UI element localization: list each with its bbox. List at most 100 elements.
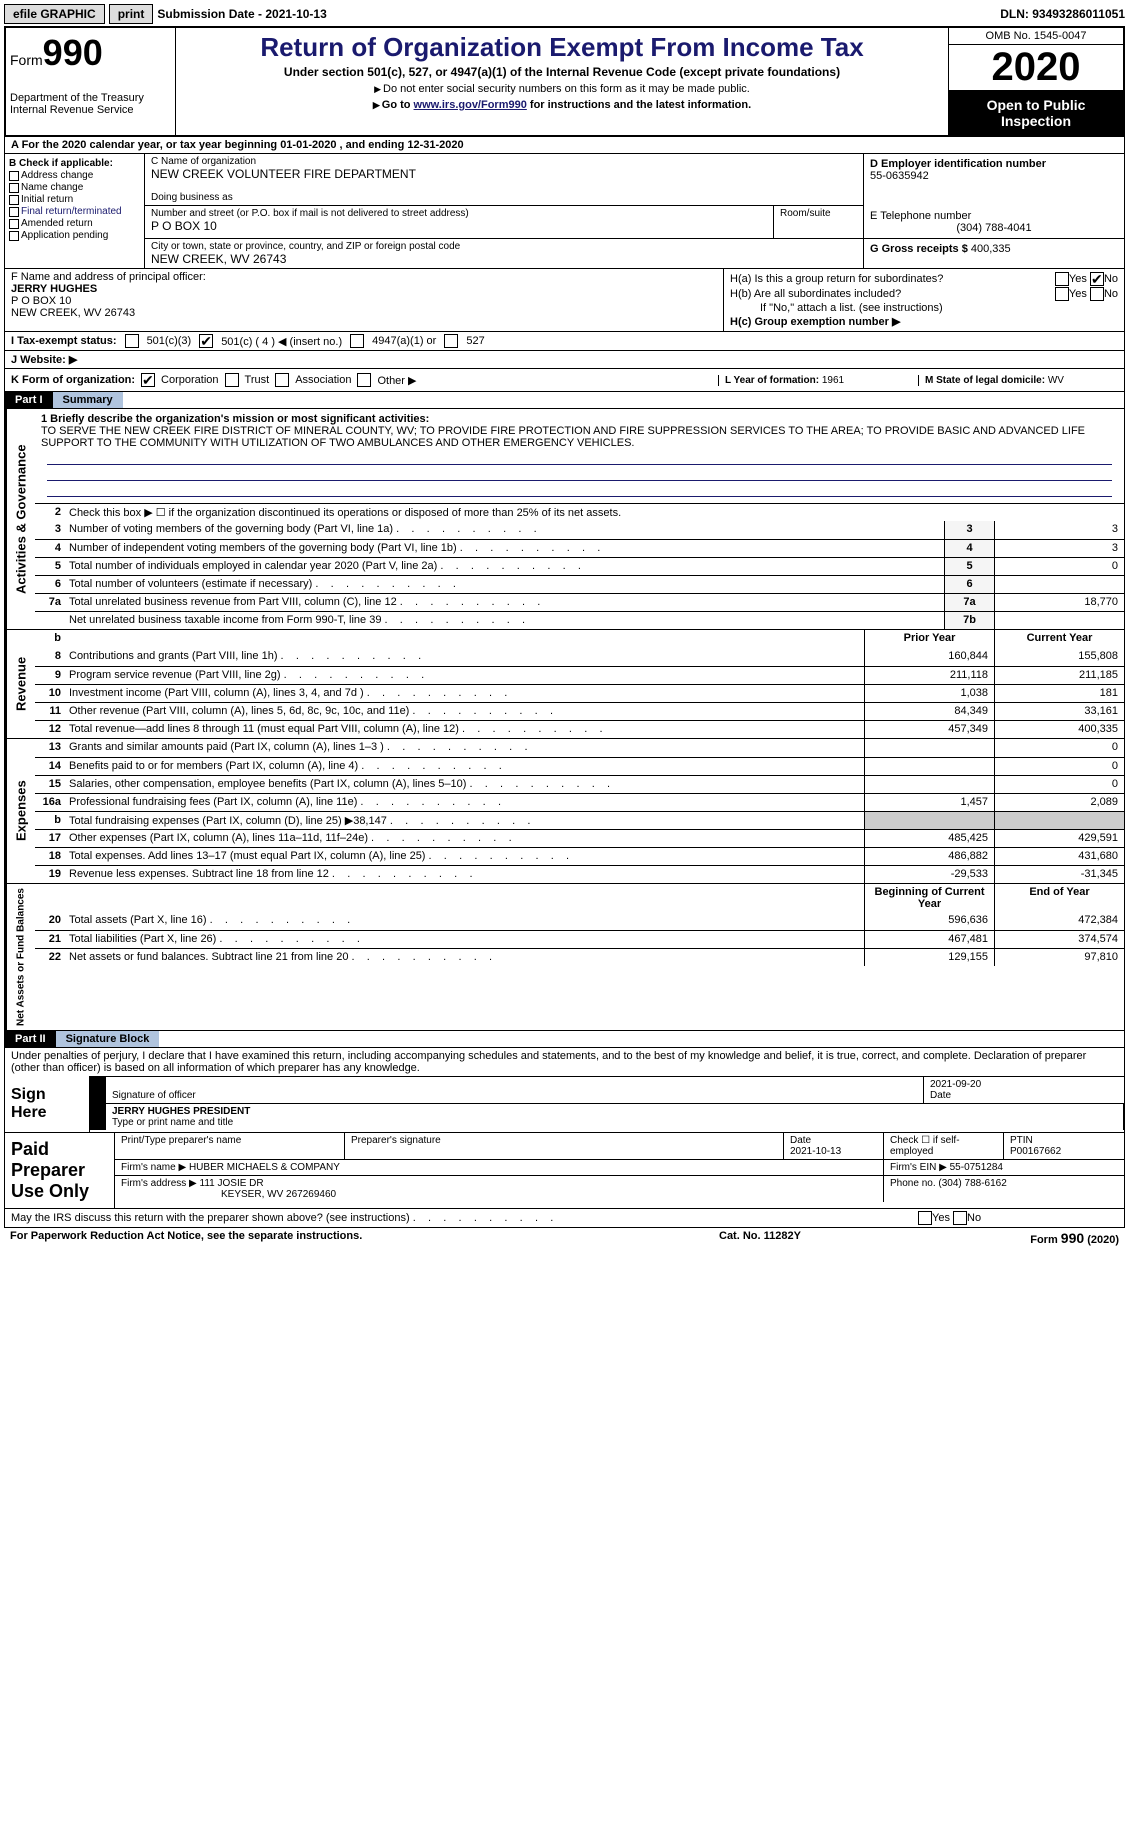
summary-governance: Activities & Governance 1 Briefly descri…: [4, 409, 1125, 630]
summary-expenses: Expenses 13Grants and similar amounts pa…: [4, 739, 1125, 884]
side-governance: Activities & Governance: [5, 409, 35, 629]
table-row: 11Other revenue (Part VIII, column (A), …: [35, 702, 1124, 720]
table-row: bTotal fundraising expenses (Part IX, co…: [35, 811, 1124, 829]
table-row: 12Total revenue—add lines 8 through 11 (…: [35, 720, 1124, 738]
hb-yes[interactable]: [1055, 287, 1069, 301]
paid-preparer-block: Paid Preparer Use Only Print/Type prepar…: [4, 1133, 1125, 1209]
form-note-2: Go to www.irs.gov/Form990 for instructio…: [184, 99, 940, 111]
irs-link[interactable]: www.irs.gov/Form990: [414, 99, 527, 111]
sign-here: Sign Here: [5, 1076, 90, 1132]
table-row: 20Total assets (Part X, line 16)596,6364…: [35, 912, 1124, 930]
row-a: A For the 2020 calendar year, or tax yea…: [4, 137, 1125, 154]
table-row: 13Grants and similar amounts paid (Part …: [35, 739, 1124, 757]
sig-intro: Under penalties of perjury, I declare th…: [5, 1048, 1124, 1076]
k-trust[interactable]: [225, 373, 239, 387]
open-to-public: Open to Public Inspection: [949, 91, 1123, 135]
phone-label: E Telephone number: [870, 210, 1118, 222]
table-row: 6Total number of volunteers (estimate if…: [35, 575, 1124, 593]
print-button[interactable]: print: [109, 4, 154, 24]
discuss-label: May the IRS discuss this return with the…: [11, 1212, 918, 1224]
addr: P O BOX 10: [151, 219, 767, 233]
ha-no[interactable]: [1090, 272, 1104, 286]
part2-header: Part II: [5, 1031, 56, 1047]
footer-mid: Cat. No. 11282Y: [719, 1230, 919, 1246]
arrow-icon: [90, 1077, 106, 1103]
entity-block: B Check if applicable: Address change Na…: [4, 154, 1125, 269]
checkbox-initial-return[interactable]: [9, 195, 19, 205]
summary-revenue: Revenue bPrior YearCurrent Year 8Contrib…: [4, 630, 1125, 739]
col-prior: Prior Year: [864, 630, 994, 648]
side-revenue: Revenue: [5, 630, 35, 738]
hb-note: If "No," attach a list. (see instruction…: [730, 302, 1118, 314]
dba-label: Doing business as: [151, 192, 857, 203]
form-note-1: Do not enter social security numbers on …: [184, 83, 940, 95]
i-4947[interactable]: [350, 334, 364, 348]
discuss-yes[interactable]: [918, 1211, 932, 1225]
tax-year: 2020: [949, 45, 1123, 91]
year-formation: 1961: [822, 375, 844, 386]
table-row: 8Contributions and grants (Part VIII, li…: [35, 648, 1124, 666]
firm-addr1: 111 JOSIE DR: [200, 1178, 264, 1189]
section-j: J Website: ▶: [4, 351, 1125, 369]
firm-phone: (304) 788-6162: [938, 1178, 1006, 1189]
topbar: efile GRAPHIC print Submission Date - 20…: [4, 4, 1125, 24]
part2-title: Signature Block: [56, 1031, 160, 1047]
j-label: J Website: ▶: [11, 353, 1118, 366]
side-netassets: Net Assets or Fund Balances: [5, 884, 35, 1030]
k-assoc[interactable]: [275, 373, 289, 387]
footer-left: For Paperwork Reduction Act Notice, see …: [10, 1230, 719, 1246]
table-row: 3Number of voting members of the governi…: [35, 521, 1124, 539]
form-title: Return of Organization Exempt From Incom…: [184, 32, 940, 63]
checkbox-final-return[interactable]: [9, 207, 19, 217]
k-corp[interactable]: [141, 373, 155, 387]
firm-addr2: KEYSER, WV 267269460: [121, 1189, 336, 1200]
sig-date: 2021-09-20: [930, 1079, 981, 1090]
officer-block: F Name and address of principal officer:…: [4, 269, 1125, 332]
org-name: NEW CREEK VOLUNTEER FIRE DEPARTMENT: [151, 167, 857, 181]
section-b: B Check if applicable: Address change Na…: [5, 154, 145, 268]
ptin: P00167662: [1010, 1146, 1061, 1157]
hc-label: H(c) Group exemption number ▶: [730, 315, 1118, 328]
checkbox-application-pending[interactable]: [9, 231, 19, 241]
table-row: 15Salaries, other compensation, employee…: [35, 775, 1124, 793]
efile-label: efile GRAPHIC: [4, 4, 105, 24]
checkbox-amended-return[interactable]: [9, 219, 19, 229]
i-501c3[interactable]: [125, 334, 139, 348]
col-beginning: Beginning of Current Year: [864, 884, 994, 912]
ein: 55-0635942: [870, 170, 1118, 182]
checkbox-name-change[interactable]: [9, 183, 19, 193]
department: Department of the TreasuryInternal Reven…: [10, 92, 171, 116]
i-527[interactable]: [444, 334, 458, 348]
hb-label: H(b) Are all subordinates included?: [730, 288, 901, 300]
mission-label: 1 Briefly describe the organization's mi…: [41, 413, 1118, 425]
form-number: 990: [43, 32, 103, 73]
ha-yes[interactable]: [1055, 272, 1069, 286]
section-i: I Tax-exempt status: 501(c)(3) 501(c) ( …: [4, 332, 1125, 351]
state-domicile: WV: [1048, 375, 1064, 386]
firm-name: HUBER MICHAELS & COMPANY: [189, 1162, 340, 1173]
part1-header: Part I: [5, 392, 53, 408]
form-subtitle: Under section 501(c), 527, or 4947(a)(1)…: [184, 65, 940, 79]
discuss-no[interactable]: [953, 1211, 967, 1225]
officer-addr1: P O BOX 10: [11, 295, 717, 307]
self-employed: Check ☐ if self-employed: [884, 1133, 1004, 1159]
phone: (304) 788-4041: [870, 222, 1118, 234]
summary-netassets: Net Assets or Fund Balances Beginning of…: [4, 884, 1125, 1031]
table-row: 4Number of independent voting members of…: [35, 539, 1124, 557]
hb-no[interactable]: [1090, 287, 1104, 301]
table-row: 18Total expenses. Add lines 13–17 (must …: [35, 847, 1124, 865]
name-label: C Name of organization: [151, 156, 857, 167]
table-row: 21Total liabilities (Part X, line 26)467…: [35, 930, 1124, 948]
line2: Check this box ▶ ☐ if the organization d…: [65, 504, 1124, 521]
gross-label: G Gross receipts $: [870, 243, 968, 255]
i-label: I Tax-exempt status:: [11, 335, 117, 347]
discuss-row: May the IRS discuss this return with the…: [4, 1209, 1125, 1228]
i-501c[interactable]: [199, 334, 213, 348]
gross-receipts: 400,335: [971, 243, 1011, 255]
footer-right: Form 990 (2020): [919, 1230, 1119, 1246]
checkbox-address-change[interactable]: [9, 171, 19, 181]
omb-number: OMB No. 1545-0047: [949, 28, 1123, 45]
mission-text: TO SERVE THE NEW CREEK FIRE DISTRICT OF …: [41, 425, 1118, 449]
k-other[interactable]: [357, 373, 371, 387]
table-row: 9Program service revenue (Part VIII, lin…: [35, 666, 1124, 684]
